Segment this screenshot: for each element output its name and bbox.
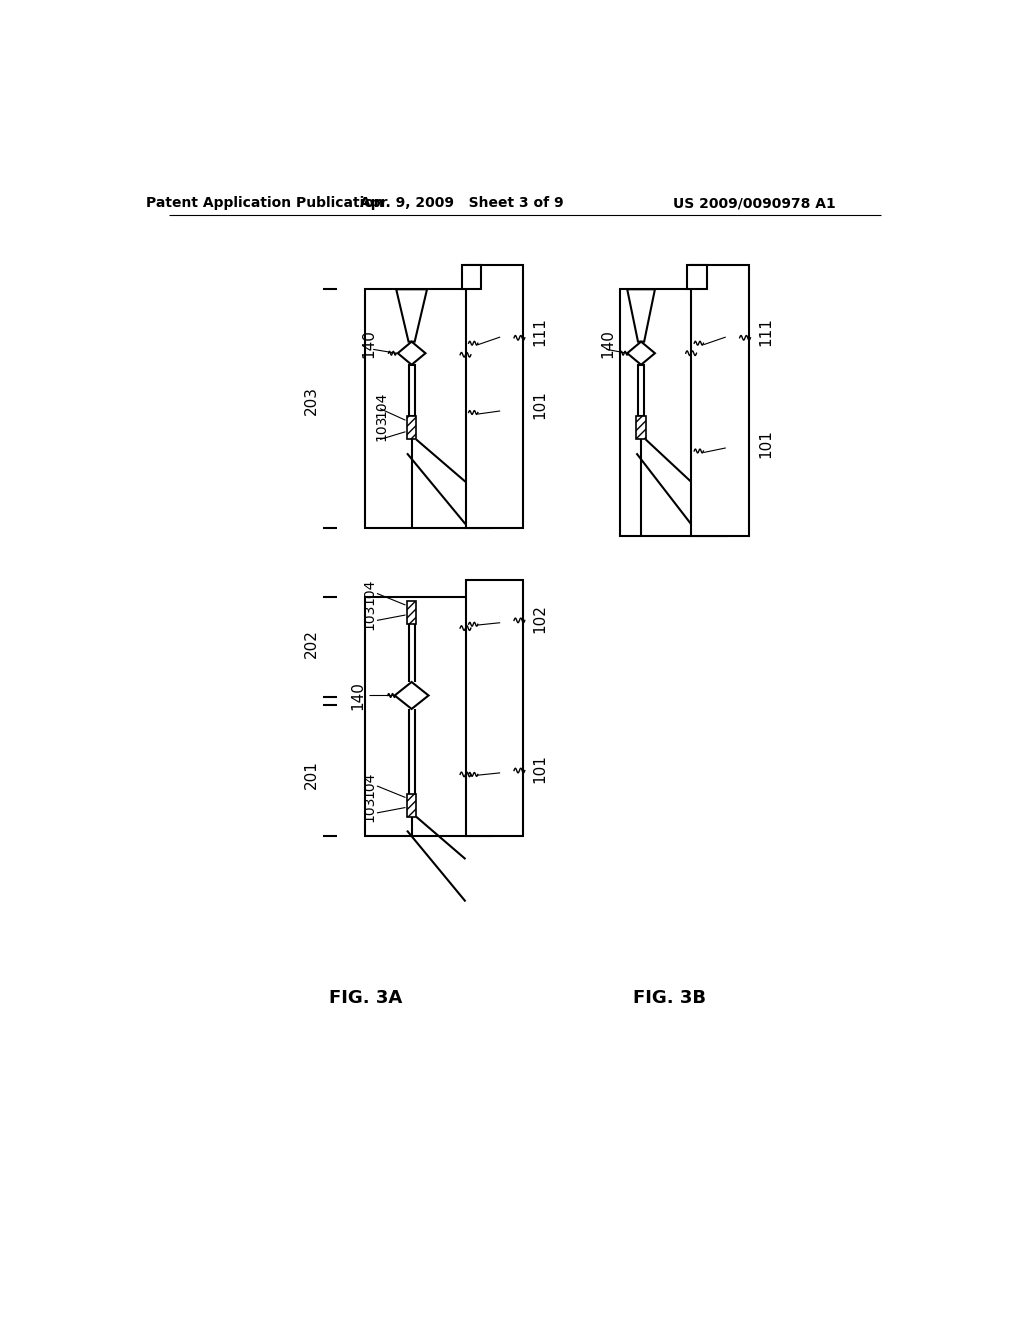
Bar bbox=[462, 264, 481, 289]
Bar bbox=[620, 289, 727, 536]
Polygon shape bbox=[638, 364, 644, 416]
Polygon shape bbox=[396, 289, 427, 342]
Text: 103: 103 bbox=[362, 603, 376, 630]
Polygon shape bbox=[394, 682, 429, 709]
Text: 140: 140 bbox=[600, 329, 615, 358]
Bar bbox=[366, 597, 493, 836]
Bar bbox=[407, 601, 416, 624]
Text: 101: 101 bbox=[759, 429, 773, 458]
Text: 101: 101 bbox=[532, 391, 548, 420]
Text: 102: 102 bbox=[532, 605, 548, 634]
Text: Apr. 9, 2009   Sheet 3 of 9: Apr. 9, 2009 Sheet 3 of 9 bbox=[359, 197, 563, 210]
Text: 104: 104 bbox=[375, 392, 388, 418]
Text: 203: 203 bbox=[304, 387, 319, 416]
Bar bbox=[407, 793, 416, 817]
Text: 111: 111 bbox=[759, 317, 773, 346]
Text: 140: 140 bbox=[350, 681, 366, 710]
Polygon shape bbox=[628, 289, 655, 342]
Bar bbox=[691, 264, 749, 536]
Text: FIG. 3B: FIG. 3B bbox=[633, 989, 707, 1007]
Polygon shape bbox=[397, 342, 425, 364]
Polygon shape bbox=[628, 342, 655, 364]
Text: 104: 104 bbox=[362, 578, 376, 605]
Text: Patent Application Publication: Patent Application Publication bbox=[146, 197, 384, 210]
Bar bbox=[466, 264, 523, 528]
Text: 103: 103 bbox=[362, 796, 376, 822]
Text: 202: 202 bbox=[304, 630, 319, 657]
Bar bbox=[637, 416, 646, 440]
Text: US 2009/0090978 A1: US 2009/0090978 A1 bbox=[673, 197, 836, 210]
Text: 103: 103 bbox=[375, 414, 388, 441]
Text: 104: 104 bbox=[362, 771, 376, 797]
Bar bbox=[687, 264, 707, 289]
Text: 140: 140 bbox=[361, 329, 377, 358]
Bar bbox=[366, 289, 493, 528]
Text: 111: 111 bbox=[532, 317, 548, 346]
Text: 201: 201 bbox=[304, 760, 319, 789]
Polygon shape bbox=[409, 364, 415, 416]
Text: FIG. 3A: FIG. 3A bbox=[329, 989, 402, 1007]
Bar bbox=[407, 416, 416, 440]
Bar bbox=[466, 581, 523, 836]
Text: 101: 101 bbox=[532, 755, 548, 784]
